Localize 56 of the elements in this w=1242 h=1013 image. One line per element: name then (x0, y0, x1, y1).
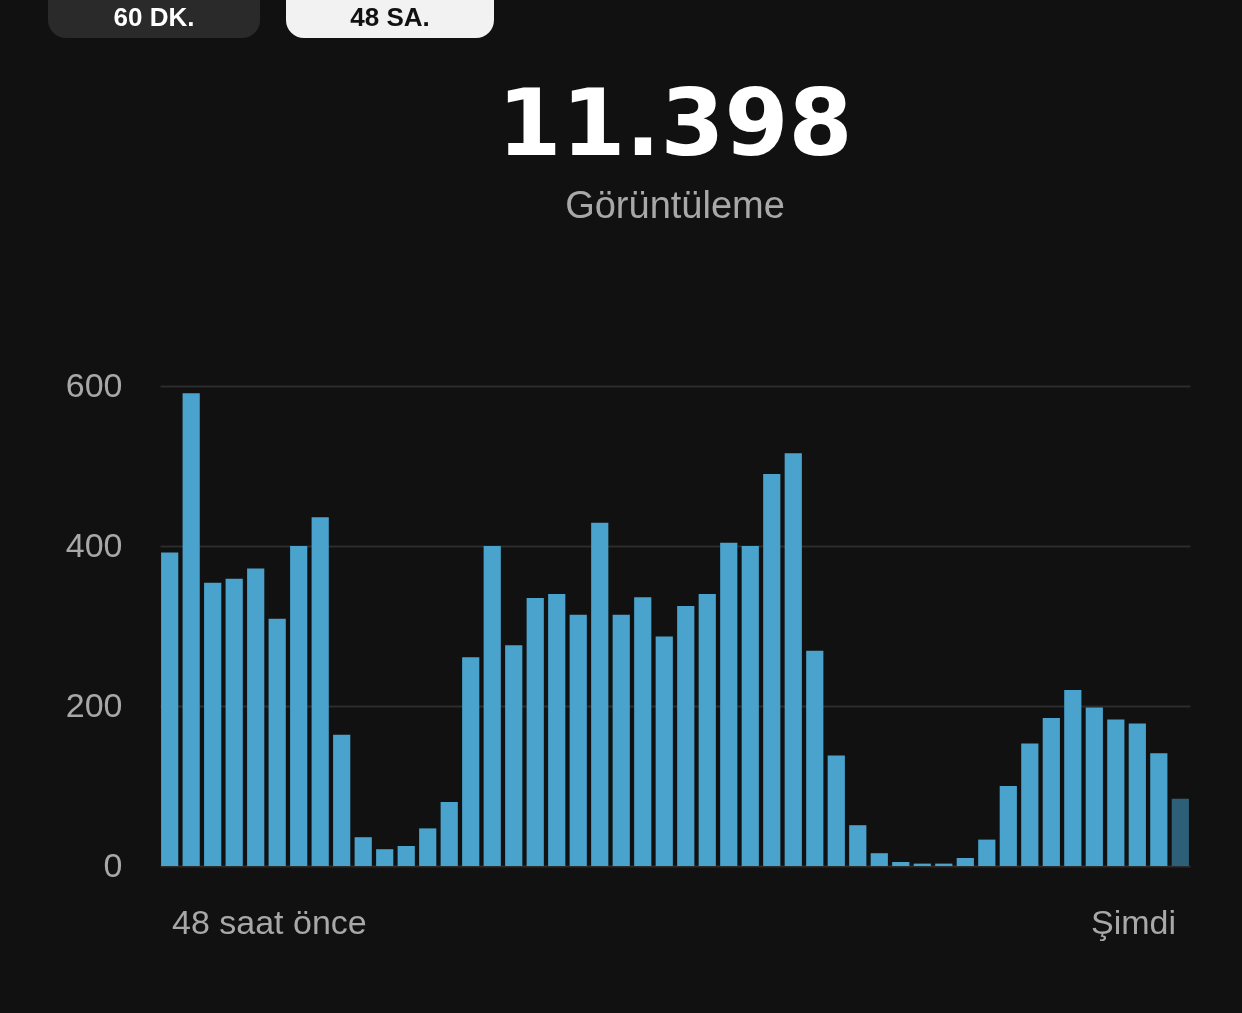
bar (397, 846, 415, 866)
bar (204, 582, 222, 866)
bar (1064, 690, 1082, 866)
bar (483, 546, 501, 866)
bar (161, 552, 179, 866)
bar (1042, 718, 1060, 866)
bar (999, 786, 1017, 866)
bar (849, 825, 867, 866)
text: 48 SA. (286, 0, 494, 38)
bar (763, 474, 781, 866)
text: 48 saat önce (172, 903, 367, 942)
bar (892, 862, 910, 866)
bar (569, 614, 587, 866)
bar (956, 858, 974, 866)
bar (655, 636, 673, 866)
bar (1171, 798, 1189, 866)
bar (1150, 753, 1168, 866)
bar (376, 849, 394, 866)
y-tick-label: 0 (103, 845, 123, 884)
bar (612, 614, 630, 866)
bar (591, 522, 609, 866)
bar (440, 802, 458, 866)
bar (698, 594, 716, 866)
bar (462, 657, 480, 866)
y-tick-label: 200 (65, 685, 123, 724)
bar (526, 598, 544, 866)
bar (784, 453, 802, 866)
bar (1128, 723, 1146, 866)
y-tick-label: 600 (65, 365, 123, 404)
bar (268, 618, 286, 866)
bar (354, 837, 372, 866)
bar (1085, 707, 1103, 866)
bar (290, 546, 308, 866)
bar (720, 542, 738, 866)
bar (1021, 743, 1039, 866)
text: Şimdi (1090, 903, 1176, 942)
bar (978, 839, 996, 866)
text: 60 DK. (48, 0, 260, 38)
bar (677, 606, 695, 866)
bar (311, 517, 329, 866)
bar (548, 594, 566, 866)
y-tick-label: 400 (65, 525, 123, 564)
bar (806, 650, 824, 866)
chart-title: 11.398 (497, 70, 853, 177)
bar (741, 546, 759, 866)
bar (827, 755, 845, 866)
bar (505, 645, 523, 866)
chart-subtitle: Görüntüleme (565, 184, 785, 226)
bar (1107, 719, 1125, 866)
bar (870, 853, 888, 866)
bar (419, 828, 437, 866)
bar (247, 568, 265, 866)
bar (634, 597, 652, 866)
bar (182, 393, 200, 866)
bar (225, 578, 243, 866)
bar (333, 734, 351, 866)
